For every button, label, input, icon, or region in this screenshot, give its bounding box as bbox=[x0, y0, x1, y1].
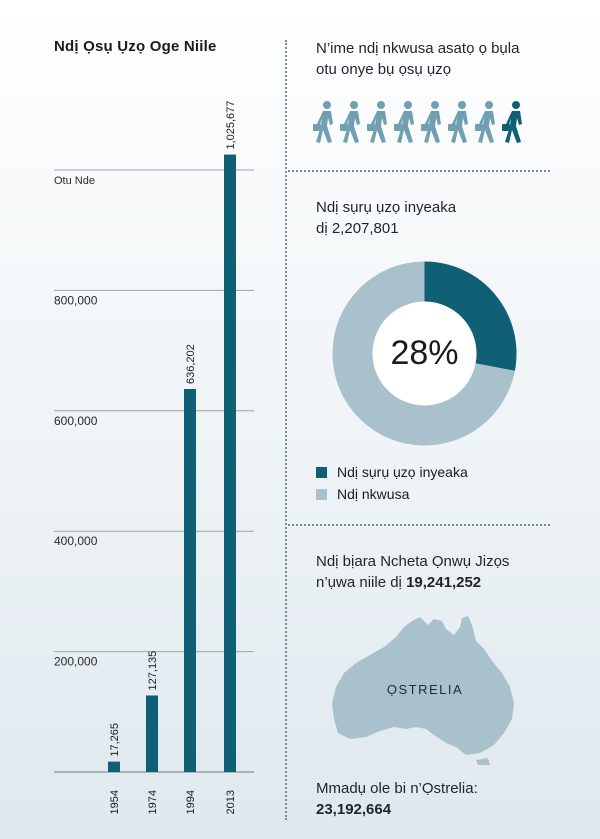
memorial-caption-line1: Ndị bịara Ncheta Ọnwụ Jizọs bbox=[316, 553, 510, 570]
bar-value-label: 127,135 bbox=[147, 651, 159, 691]
x-tick-label: 1994 bbox=[185, 790, 197, 814]
aux-pioneer-caption-line1: Ndị sụrụ ụzọ inyeaka bbox=[316, 199, 457, 216]
x-tick-label: 1954 bbox=[109, 790, 121, 814]
legend-label-publishers: Ndị nkwusa bbox=[337, 486, 410, 502]
pictogram-row bbox=[312, 100, 532, 146]
walking-person-icon bbox=[340, 101, 360, 143]
horizontal-divider-1 bbox=[288, 170, 550, 172]
bar bbox=[146, 695, 158, 772]
ratio-caption-line1: N’ime ndị nkwusa asatọ ọ bụla bbox=[316, 40, 520, 57]
y-tick-label: 600,000 bbox=[54, 414, 98, 428]
ratio-caption-line2: otu onye bụ ọsụ ụzọ bbox=[316, 61, 452, 78]
population-caption-line1: Mmadụ ole bi n’Ọstrelia: bbox=[316, 780, 478, 797]
bar-value-label: 636,202 bbox=[185, 344, 197, 384]
walking-person-icon bbox=[367, 101, 387, 143]
bar bbox=[184, 389, 196, 772]
legend-swatch-publishers bbox=[316, 488, 327, 500]
australia-map-icon bbox=[332, 616, 514, 765]
walking-person-highlight-icon bbox=[502, 101, 522, 143]
bar-chart: 200,000 400,000 600,000 800,000 Otu Nde 17,26… bbox=[54, 101, 254, 814]
y-tick-label: 800,000 bbox=[54, 293, 98, 307]
donut-legend: Ndị sụrụ ụzọ inyeaka Ndị nkwusa bbox=[316, 462, 468, 504]
donut-percent-label: 28% bbox=[390, 334, 459, 372]
donut-hole bbox=[372, 301, 477, 406]
memorial-caption-prefix: n’ụwa niile dị bbox=[316, 574, 407, 591]
aux-pioneer-caption: Ndị sụrụ ụzọ inyeaka dị 2,207,801 bbox=[316, 197, 456, 239]
donut-segment-aux-pioneers bbox=[424, 261, 517, 371]
walking-person-icon bbox=[421, 101, 441, 143]
donut-chart bbox=[332, 261, 517, 446]
legend-item-publishers: Ndị nkwusa bbox=[316, 484, 468, 504]
bar-value-label: 17,265 bbox=[109, 723, 121, 757]
memorial-caption: Ndị bịara Ncheta Ọnwụ Jizọs n’ụwa niile … bbox=[316, 551, 509, 593]
legend-swatch-aux-pioneers bbox=[316, 466, 327, 478]
legend-label-aux-pioneers: Ndị sụrụ ụzọ inyeaka bbox=[337, 464, 468, 480]
bar bbox=[108, 761, 120, 772]
bar-value-label: 1,025,677 bbox=[225, 101, 237, 150]
map-label: ỌSTRELIA bbox=[386, 682, 464, 697]
horizontal-divider-2 bbox=[288, 524, 550, 526]
x-tick-label: 1974 bbox=[147, 790, 159, 814]
memorial-attendance-value: 19,241,252 bbox=[406, 574, 482, 591]
ratio-caption: N’ime ndị nkwusa asatọ ọ bụla otu onye b… bbox=[316, 38, 519, 80]
y-tick-label: 200,000 bbox=[54, 655, 98, 669]
vertical-divider bbox=[285, 40, 287, 820]
chart-title: Ndị Ọsụ Ụzọ Oge Niile bbox=[54, 38, 217, 55]
bar bbox=[224, 154, 236, 772]
walking-person-icon bbox=[394, 101, 414, 143]
population-value: 23,192,664 bbox=[316, 801, 392, 818]
legend-item-aux-pioneers: Ndị sụrụ ụzọ inyeaka bbox=[316, 462, 468, 482]
aux-pioneer-caption-line2: dị 2,207,801 bbox=[316, 220, 399, 237]
x-tick-label: 2013 bbox=[225, 790, 237, 814]
population-caption: Mmadụ ole bi n’Ọstrelia: 23,192,664 bbox=[316, 778, 478, 820]
y-tick-label: Otu Nde bbox=[54, 175, 95, 187]
y-tick-label: 400,000 bbox=[54, 534, 98, 548]
walking-person-icon bbox=[313, 101, 333, 143]
walking-person-icon bbox=[448, 101, 468, 143]
walking-person-icon bbox=[475, 101, 495, 143]
memorial-caption-line2: n’ụwa niile dị 19,241,252 bbox=[316, 572, 509, 593]
